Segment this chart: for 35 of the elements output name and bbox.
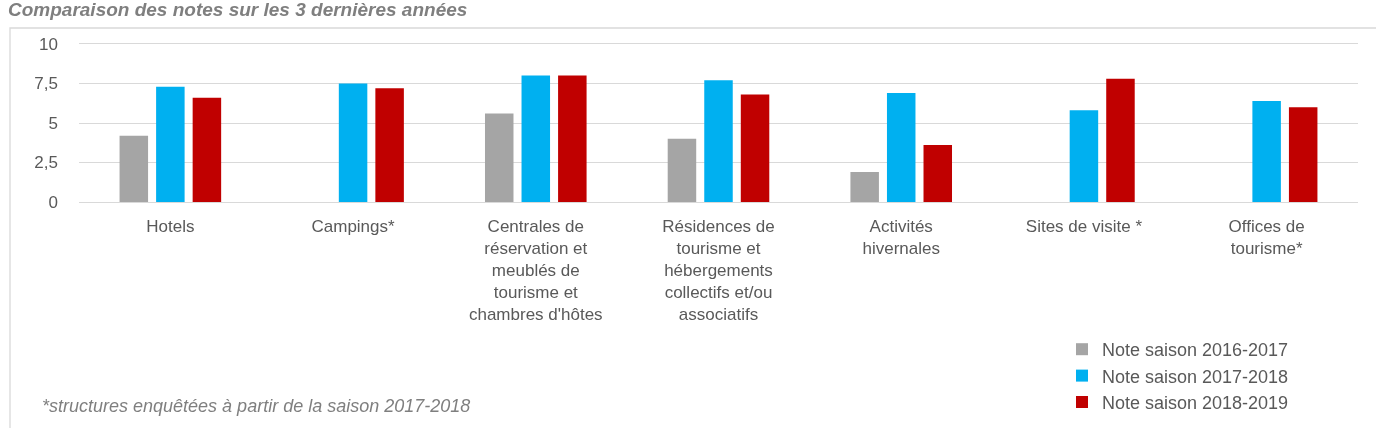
y-tick-label: 0 xyxy=(48,192,58,212)
x-tick-label: Résidences de tourisme et hébergements collectifs et/ou associatifs xyxy=(662,216,775,324)
y-tick-label: 2,5 xyxy=(34,153,58,173)
x-tick-label: Hotels xyxy=(146,216,195,236)
bar xyxy=(338,83,368,202)
bar xyxy=(850,171,879,202)
x-tick-label: Sites de visite * xyxy=(1025,216,1143,236)
bar xyxy=(1288,107,1318,202)
bar xyxy=(667,138,697,202)
bar xyxy=(192,97,222,202)
y-tick-label: 7,5 xyxy=(34,74,58,94)
legend-label: Note saison 2016-2017 xyxy=(1102,340,1289,361)
text: *structures enquêtées à partir de la saison 2017-2018 xyxy=(42,396,471,416)
bar xyxy=(1252,100,1281,202)
y-tick-label: 5 xyxy=(48,113,58,133)
bar xyxy=(886,92,916,202)
bar xyxy=(1106,78,1135,202)
x-tick-label: Campings* xyxy=(311,216,396,236)
legend-label: Note saison 2018-2019 xyxy=(1102,393,1289,414)
bar xyxy=(704,80,733,202)
bar xyxy=(375,88,404,202)
bar xyxy=(119,135,149,202)
x-tick-label: Centrales de réservation et meublés de tourisme et chambres d'hôtes xyxy=(468,216,603,324)
x-tick-label: Activités hivernales xyxy=(862,216,940,258)
chart-title: Comparaison des notes sur les 3 dernières années xyxy=(8,0,468,21)
bar xyxy=(923,145,953,202)
bar xyxy=(1069,110,1099,202)
bar xyxy=(521,75,551,202)
x-tick-label: Offices de tourisme* xyxy=(1228,216,1305,258)
bar xyxy=(740,94,770,202)
bar xyxy=(156,86,185,202)
bar xyxy=(558,75,587,202)
legend-label: Note saison 2017-2018 xyxy=(1102,366,1289,387)
y-tick-label: 10 xyxy=(39,34,58,54)
bar xyxy=(484,113,514,202)
